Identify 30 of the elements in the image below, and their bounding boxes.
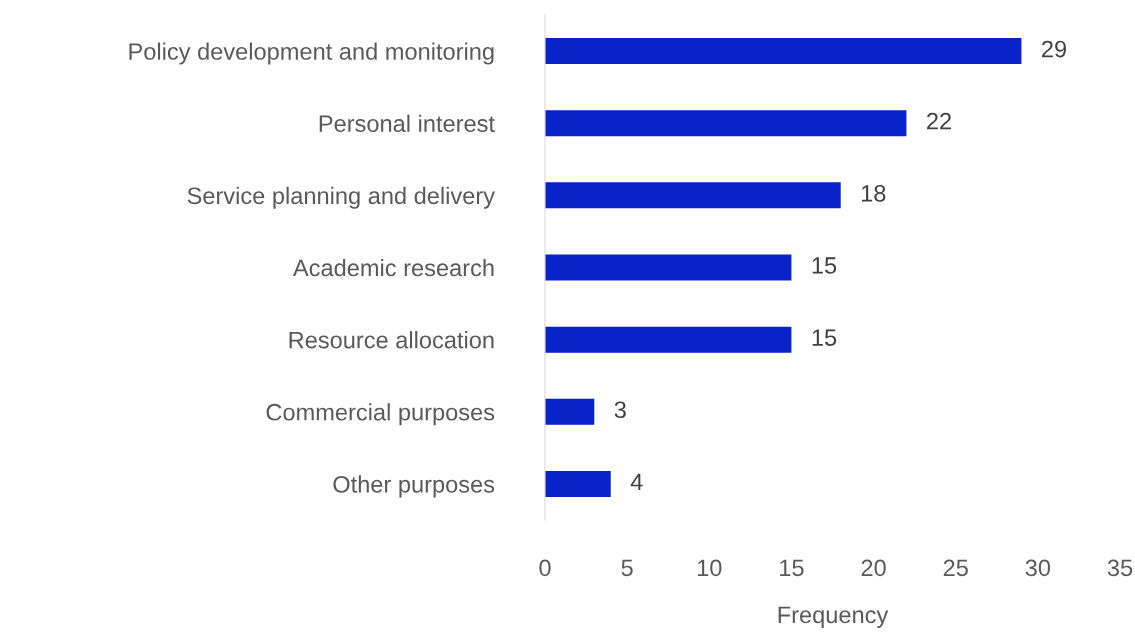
x-tick-label: 0 bbox=[539, 559, 551, 577]
x-tick-label: 10 bbox=[697, 559, 722, 577]
y-tick-label: Service planning and delivery bbox=[187, 186, 495, 209]
bar bbox=[545, 254, 792, 281]
data-label: 29 bbox=[1042, 40, 1067, 58]
bar bbox=[545, 38, 1022, 65]
data-label: 15 bbox=[812, 329, 837, 346]
bar bbox=[545, 470, 611, 497]
bar bbox=[545, 326, 792, 353]
x-tick-label: 35 bbox=[1107, 559, 1133, 577]
y-tick-label: Academic research bbox=[292, 258, 494, 277]
y-tick-label: Commercial purposes bbox=[266, 403, 495, 426]
data-label: 15 bbox=[812, 257, 837, 274]
y-tick-label: Policy development and monitoring bbox=[129, 42, 494, 65]
bar bbox=[545, 182, 841, 209]
data-label: 4 bbox=[630, 473, 643, 491]
data-label: 22 bbox=[927, 112, 951, 130]
x-tick-label: 15 bbox=[780, 559, 804, 577]
y-tick-label: Personal interest bbox=[319, 114, 495, 132]
data-label: 18 bbox=[861, 184, 886, 202]
x-tick-label: 5 bbox=[621, 559, 633, 577]
x-axis-title: Frequency bbox=[778, 606, 889, 628]
y-tick-label: Other purposes bbox=[333, 475, 495, 498]
x-tick-label: 20 bbox=[861, 559, 886, 577]
data-label: 3 bbox=[614, 401, 626, 419]
y-tick-label: Resource allocation bbox=[289, 331, 494, 349]
x-tick-label: 25 bbox=[943, 559, 968, 577]
bar bbox=[545, 110, 907, 137]
bar bbox=[545, 398, 595, 425]
x-tick-label: 30 bbox=[1025, 559, 1051, 577]
